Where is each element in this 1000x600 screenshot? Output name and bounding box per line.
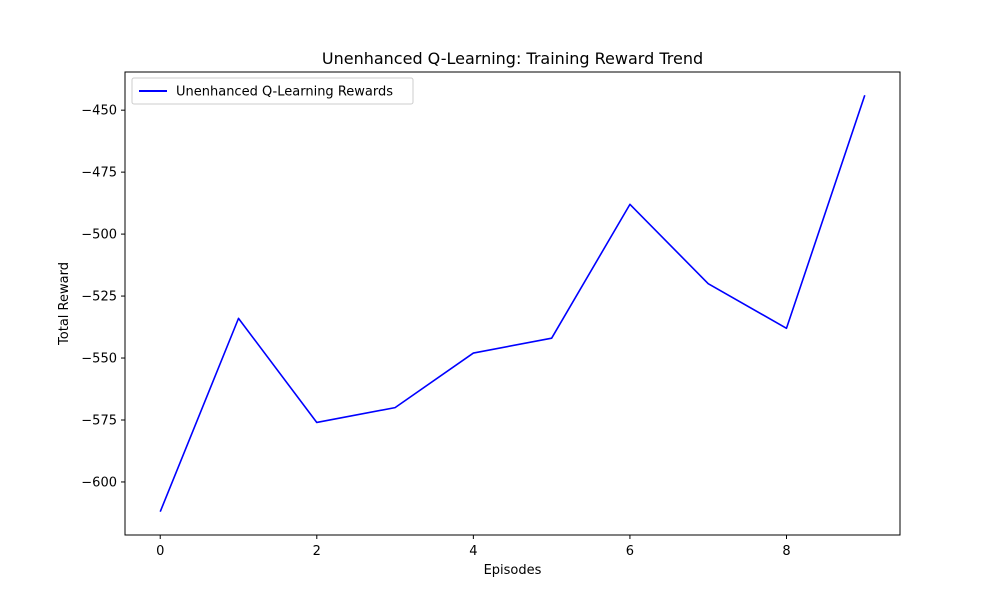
y-tick-label: −475 — [81, 166, 117, 181]
y-tick-label: −525 — [81, 290, 117, 305]
y-axis-label: Total Reward — [57, 262, 72, 346]
x-tick-label: 2 — [313, 544, 321, 559]
legend-label: Unenhanced Q-Learning Rewards — [176, 85, 393, 100]
y-axis: −600 −575 −550 −525 −500 −475 −450 — [81, 104, 125, 490]
x-tick-label: 0 — [156, 544, 164, 559]
x-tick-label: 4 — [469, 544, 477, 559]
x-axis: 0 2 4 6 8 — [156, 535, 791, 559]
plot-frame — [124, 71, 901, 536]
series-layer — [159, 95, 866, 513]
chart-title: Unenhanced Q-Learning: Training Reward T… — [322, 49, 703, 68]
y-tick-label: −450 — [81, 104, 117, 119]
x-tick-label: 6 — [626, 544, 634, 559]
x-tick-label: 8 — [782, 544, 790, 559]
y-tick-label: −575 — [81, 413, 117, 428]
plot-area — [124, 71, 901, 536]
y-tick-label: −600 — [81, 475, 117, 490]
x-axis-label: Episodes — [484, 563, 542, 578]
y-tick-label: −500 — [81, 228, 117, 243]
legend-box — [131, 77, 414, 105]
y-tick-label: −550 — [81, 352, 117, 367]
series-line — [159, 95, 866, 513]
legend: Unenhanced Q-Learning Rewards — [131, 77, 414, 105]
